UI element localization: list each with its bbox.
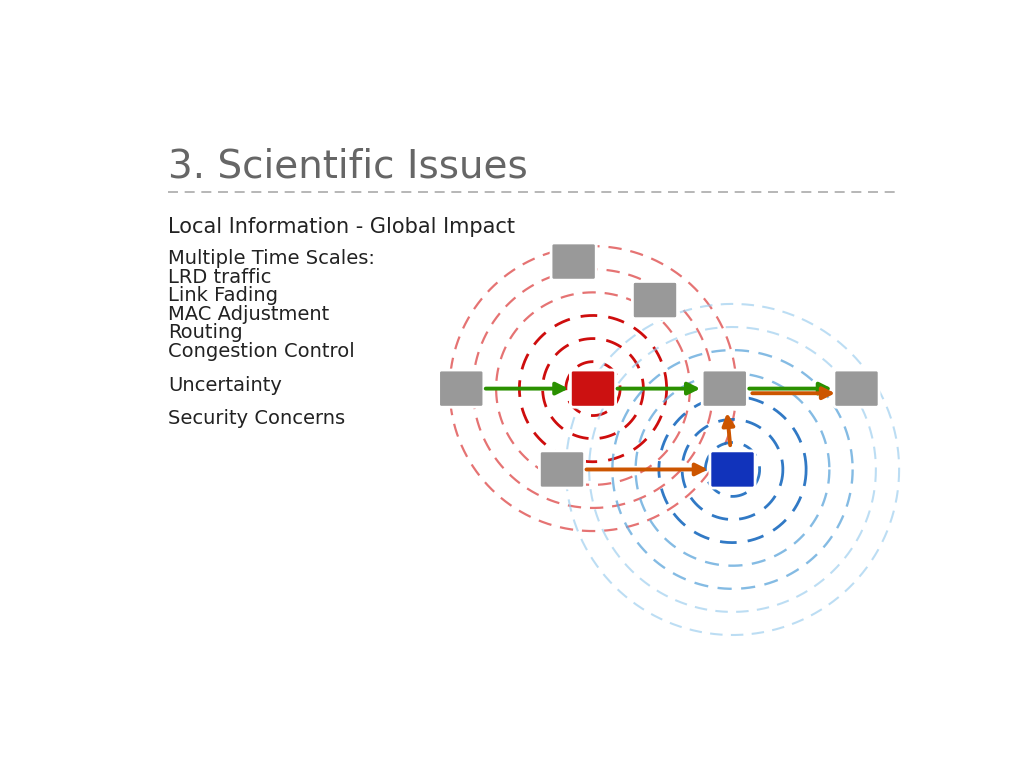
- Text: 3. Scientific Issues: 3. Scientific Issues: [168, 147, 528, 186]
- FancyBboxPatch shape: [540, 451, 585, 488]
- Text: Security Concerns: Security Concerns: [168, 409, 345, 429]
- Text: MAC Adjustment: MAC Adjustment: [168, 305, 330, 323]
- Text: LRD traffic: LRD traffic: [168, 268, 271, 286]
- FancyBboxPatch shape: [710, 451, 755, 488]
- Text: Routing: Routing: [168, 323, 243, 343]
- FancyBboxPatch shape: [702, 370, 748, 407]
- Text: Link Fading: Link Fading: [168, 286, 279, 305]
- FancyBboxPatch shape: [570, 370, 615, 407]
- FancyBboxPatch shape: [551, 243, 596, 280]
- Text: Local Information - Global Impact: Local Information - Global Impact: [168, 217, 515, 237]
- Text: Multiple Time Scales:: Multiple Time Scales:: [168, 250, 375, 268]
- FancyBboxPatch shape: [834, 370, 879, 407]
- FancyBboxPatch shape: [438, 370, 484, 407]
- Text: Uncertainty: Uncertainty: [168, 376, 283, 395]
- FancyBboxPatch shape: [633, 281, 678, 319]
- Text: Congestion Control: Congestion Control: [168, 342, 355, 361]
